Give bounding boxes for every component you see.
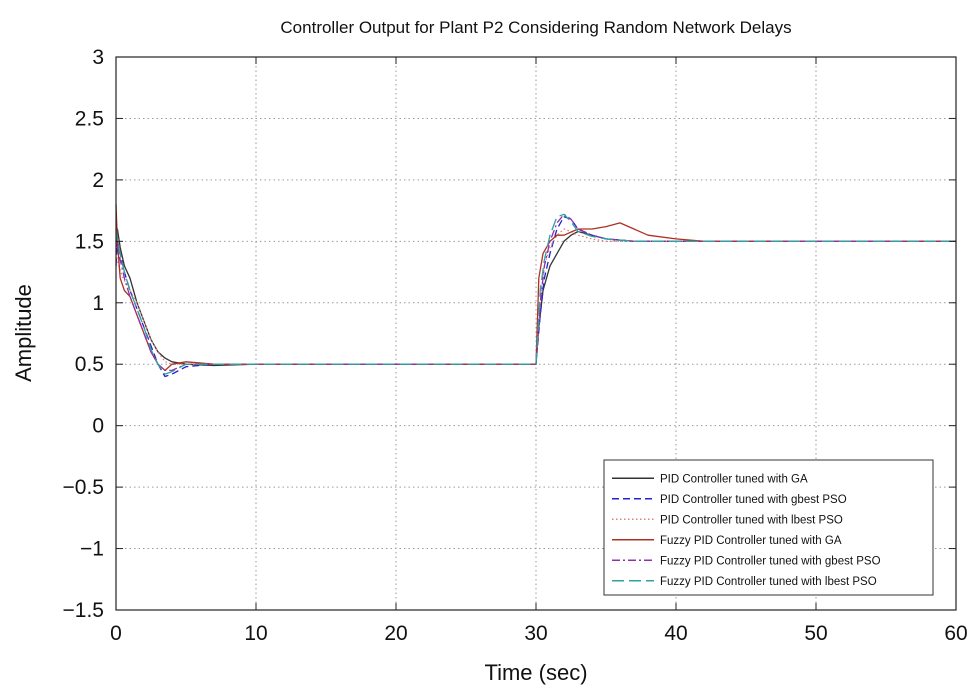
y-tick-label: −0.5 <box>63 476 104 499</box>
y-tick-label: 1.5 <box>75 230 104 253</box>
legend-entry: Fuzzy PID Controller tuned with lbest PS… <box>660 576 877 588</box>
legend: PID Controller tuned with GA PID Controll… <box>603 459 934 596</box>
y-tick-label: −1.5 <box>63 599 104 622</box>
legend-entry: Fuzzy PID Controller tuned with gbest PS… <box>660 555 881 567</box>
x-tick-label: 10 <box>244 622 267 645</box>
tick-labels: 0 10 20 30 40 50 60 3 2.5 2 1.5 1 0.5 0 −0.5 −1 −1.5 <box>63 46 968 645</box>
chart-title: Controller Output for Plant P2 Consideri… <box>280 18 791 37</box>
x-tick-label: 60 <box>944 622 967 645</box>
y-tick-label: 0 <box>92 415 104 438</box>
legend-box <box>603 459 934 596</box>
ticks <box>115 56 957 611</box>
series-line-5 <box>115 213 956 372</box>
x-tick-label: 50 <box>804 622 827 645</box>
legend-entry: Fuzzy PID Controller tuned with GA <box>660 535 842 547</box>
y-tick-label: 2.5 <box>75 107 104 130</box>
legend-entry: PID Controller tuned with lbest PSO <box>660 514 843 526</box>
y-tick-label: 0.5 <box>75 353 104 376</box>
y-tick-label: 2 <box>92 169 104 192</box>
legend-entry: PID Controller tuned with GA <box>660 473 808 485</box>
x-tick-label: 20 <box>384 622 407 645</box>
x-axis-label: Time (sec) <box>484 660 587 685</box>
x-tick-label: 40 <box>664 622 687 645</box>
y-axis-label: Amplitude <box>11 284 36 382</box>
y-tick-label: 1 <box>92 292 104 315</box>
y-tick-label: 3 <box>92 46 104 69</box>
series-line-6 <box>115 213 956 375</box>
y-tick-label: −1 <box>80 538 104 561</box>
legend-entry: PID Controller tuned with gbest PSO <box>660 494 847 506</box>
series-layer <box>115 204 956 378</box>
x-tick-label: 0 <box>110 622 122 645</box>
x-tick-label: 30 <box>524 622 547 645</box>
